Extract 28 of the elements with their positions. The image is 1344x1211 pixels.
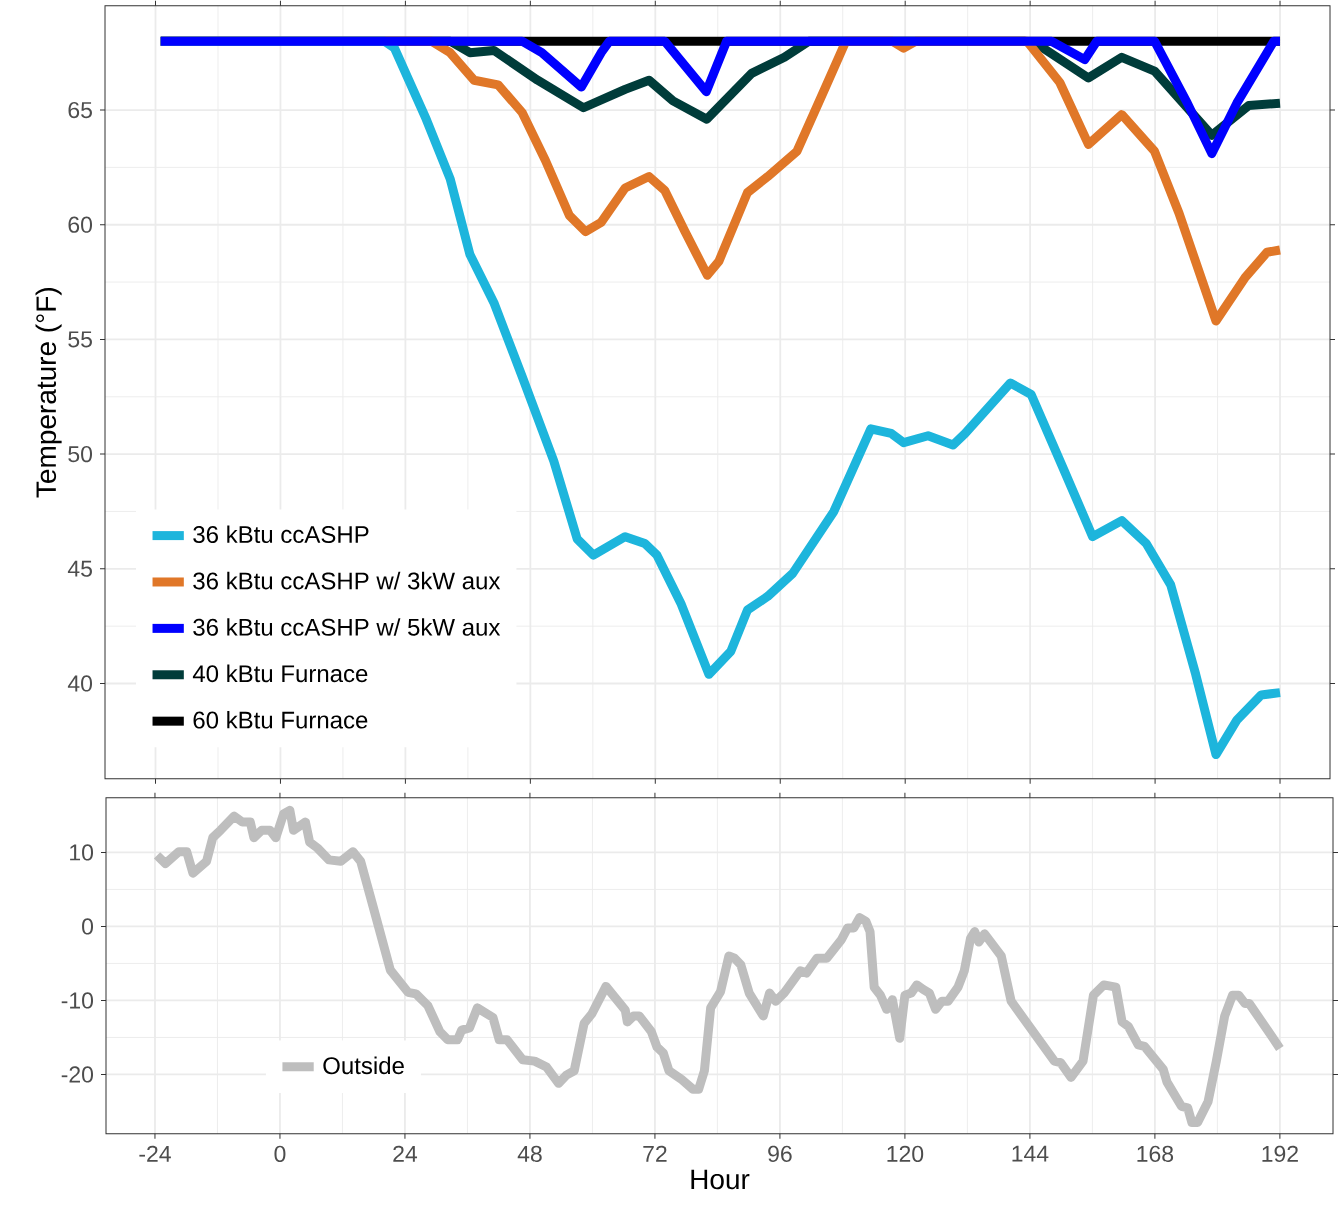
legend-label: 36 kBtu ccASHP	[193, 525, 369, 544]
x-axis-title: Hour	[691, 1169, 750, 1190]
y-tick-label: 55	[68, 331, 92, 348]
x-tick-label: 96	[768, 1145, 792, 1163]
y-tick-label: 60	[68, 216, 93, 234]
x-tick-label: 24	[393, 1145, 418, 1162]
legend-label: 36 kBtu ccASHP w/ 5kW aux	[193, 618, 501, 636]
y-tick-label: 40	[67, 675, 93, 692]
y-tick-label: 65	[68, 102, 92, 119]
legend-label: Outside	[323, 1056, 404, 1075]
x-tick-label: 168	[1137, 1145, 1174, 1163]
x-tick-label: 144	[1012, 1145, 1049, 1162]
x-tick-label: -24	[139, 1145, 171, 1162]
x-tick-label: 72	[643, 1145, 667, 1162]
y-tick-label: 45	[67, 560, 92, 577]
y-tick-label: 0	[82, 918, 94, 935]
x-tick-label: 0	[274, 1145, 286, 1163]
y-tick-label: 50	[68, 446, 93, 463]
legend-label: 60 kBtu Furnace	[193, 711, 368, 729]
x-tick-label: 120	[887, 1145, 924, 1163]
y-tick-label: -20	[61, 1066, 94, 1083]
legend-label: 36 kBtu ccASHP w/ 3kW aux	[193, 571, 501, 590]
legend-label: 40 kBtu Furnace	[192, 664, 368, 683]
y-tick-label: -10	[61, 992, 94, 1009]
y-axis-title: Temperature (°F)	[35, 288, 62, 498]
y-tick-label: 10	[70, 844, 94, 861]
x-tick-label: 192	[1262, 1145, 1298, 1163]
x-tick-label: 48	[517, 1145, 542, 1163]
